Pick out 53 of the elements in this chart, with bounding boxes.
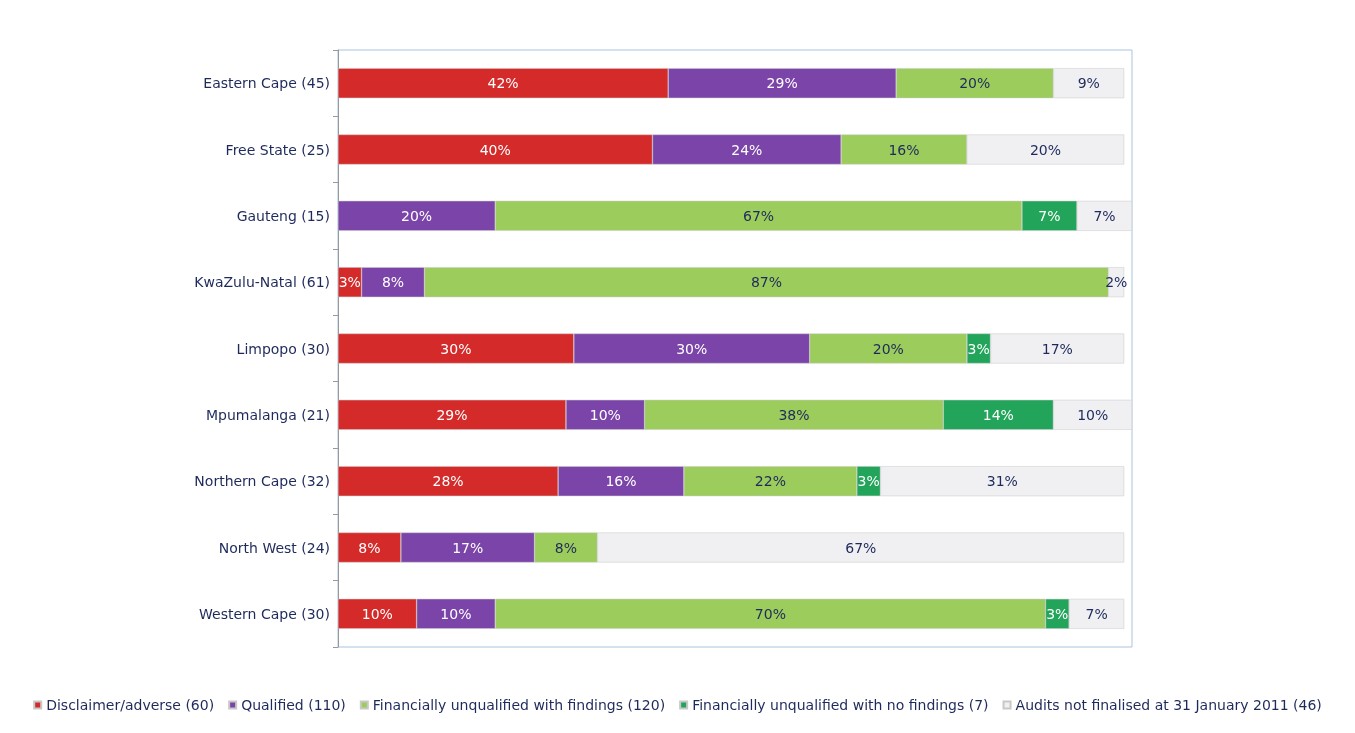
legend-label: Audits not finalised at 31 January 2011 (46) xyxy=(1015,697,1322,713)
y-tick-label: KwaZulu-Natal (61) xyxy=(194,274,330,291)
data-label: 3% xyxy=(857,473,880,490)
data-label: 20% xyxy=(959,75,991,92)
data-label: 67% xyxy=(743,207,775,224)
data-label: 30% xyxy=(440,340,472,357)
data-label: 10% xyxy=(440,605,472,622)
data-label: 17% xyxy=(1041,340,1073,357)
data-label: 22% xyxy=(754,473,786,490)
data-label: 17% xyxy=(452,539,484,556)
legend-label: Disclaimer/adverse (60) xyxy=(46,697,215,713)
data-label: 10% xyxy=(589,406,621,423)
data-label: 42% xyxy=(487,75,519,92)
data-label: 7% xyxy=(1085,605,1108,622)
data-label: 40% xyxy=(479,141,511,158)
y-tick-label: Gauteng (15) xyxy=(236,207,330,224)
data-label: 7% xyxy=(1038,207,1061,224)
data-label: 3% xyxy=(338,274,361,291)
data-label: 8% xyxy=(554,539,578,556)
data-label: 30% xyxy=(676,340,708,357)
data-label: 3% xyxy=(967,340,990,357)
data-label: 24% xyxy=(731,141,763,158)
legend-label: Financially unqualified with findings (120) xyxy=(372,697,666,713)
y-tick-label: Free State (25) xyxy=(225,141,330,158)
data-label: 29% xyxy=(766,75,798,92)
y-tick-label: North West (24) xyxy=(218,539,330,556)
data-label: 10% xyxy=(1077,406,1109,423)
data-label: 20% xyxy=(872,340,904,357)
y-tick-label: Mpumalanga (21) xyxy=(205,406,330,423)
data-label: 20% xyxy=(401,207,433,224)
data-label: 10% xyxy=(361,605,393,622)
data-label: 16% xyxy=(605,473,637,490)
data-label: 29% xyxy=(436,406,468,423)
y-tick-label: Northern Cape (32) xyxy=(194,473,330,490)
data-label: 14% xyxy=(982,406,1014,423)
y-tick-label: Western Cape (30) xyxy=(199,605,330,622)
data-label: 8% xyxy=(381,274,405,291)
y-tick-label: Eastern Cape (45) xyxy=(203,75,330,92)
data-label: 67% xyxy=(845,539,877,556)
legend-label: Financially unqualified with no findings (7) xyxy=(692,697,989,713)
y-tick-label: Limpopo (30) xyxy=(236,340,330,357)
data-label: 16% xyxy=(888,141,920,158)
data-label: 8% xyxy=(358,539,381,556)
data-label: 87% xyxy=(750,274,783,291)
data-label: 38% xyxy=(778,406,810,423)
data-label: 3% xyxy=(1046,605,1069,622)
data-label: 70% xyxy=(754,605,786,622)
data-label: 20% xyxy=(1029,141,1062,158)
data-label: 28% xyxy=(432,473,464,490)
data-label: 9% xyxy=(1077,75,1100,92)
data-label: 7% xyxy=(1093,207,1116,224)
legend-label: Qualified (110) xyxy=(241,697,346,713)
data-label: 31% xyxy=(986,473,1018,490)
